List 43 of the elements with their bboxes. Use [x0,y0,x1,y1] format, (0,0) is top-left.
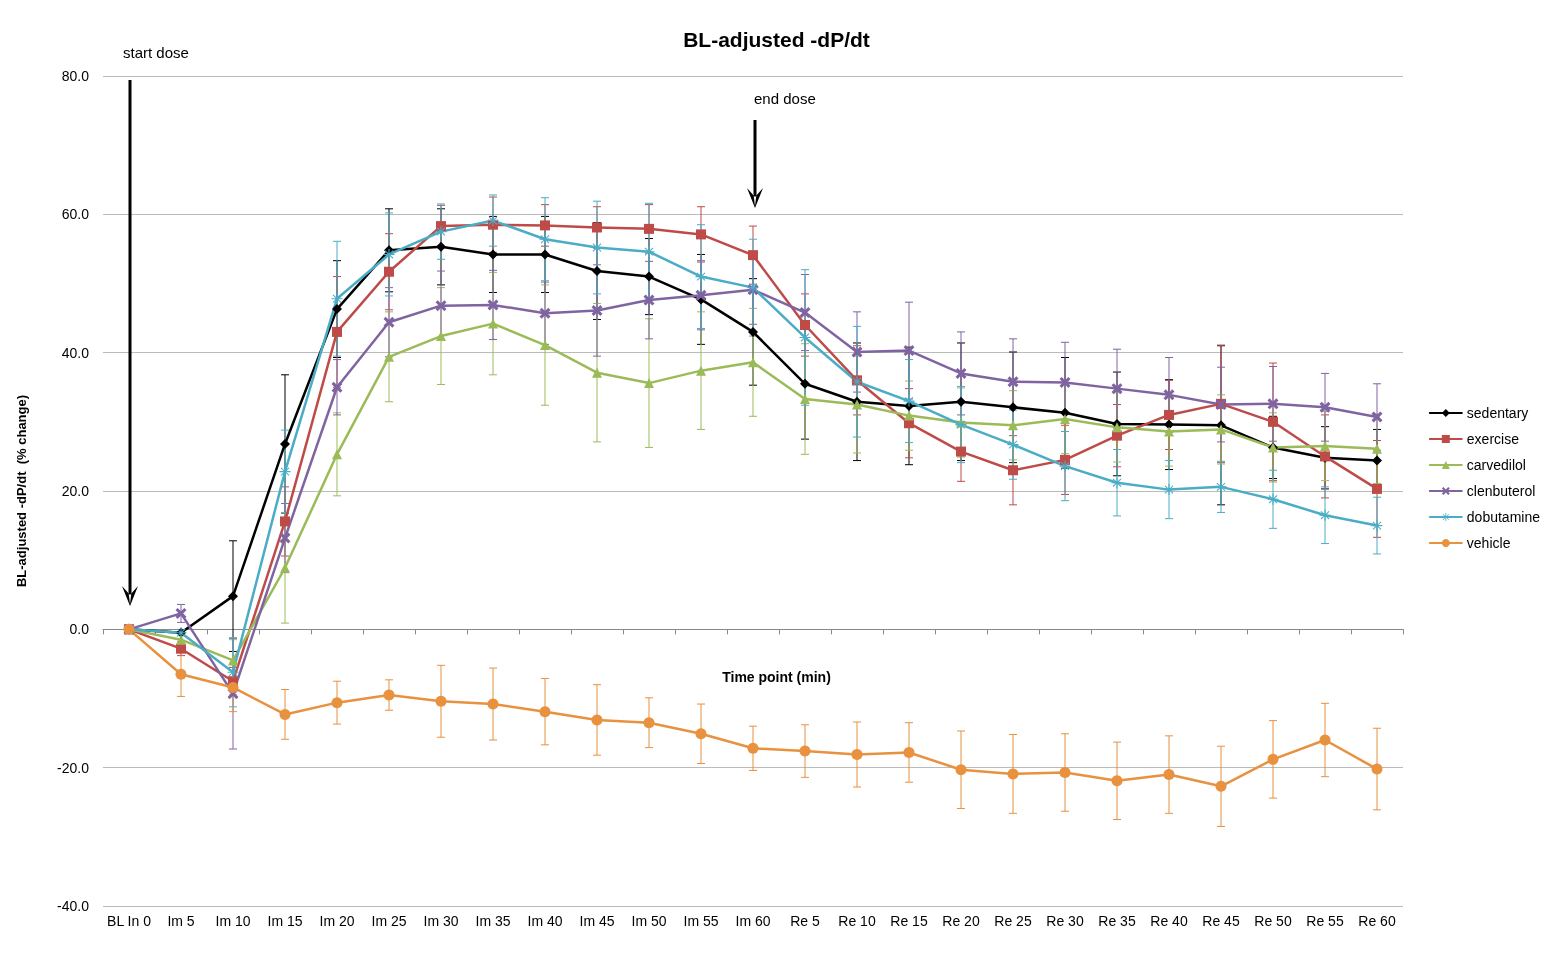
x-tick-label: Re 60 [1358,913,1396,929]
legend-label: sedentary [1466,405,1529,421]
x-tick-label: Re 35 [1098,913,1136,929]
x-tick-label: Re 45 [1202,913,1240,929]
annotation: end dose [754,90,816,107]
x-tick-label: Im 15 [267,913,303,929]
x-tick-label: Im 35 [475,913,511,929]
x-tick-label: Re 15 [890,913,928,929]
y-tick-label: 0.0 [69,621,90,638]
x-tick-label: Im 50 [631,913,667,929]
x-tick-label: Im 60 [735,913,771,929]
x-tick-label: Re 20 [942,913,980,929]
legend-label: vehicle [1466,535,1511,551]
x-tick-label: Re 10 [838,913,876,929]
x-tick-label: BL In 0 [107,913,152,929]
x-tick-label: Re 5 [790,913,820,929]
x-tick-label: Im 20 [319,913,355,929]
x-tick-label: Im 25 [371,913,407,929]
x-tick-label: Re 55 [1306,913,1344,929]
y-tick-label: 20.0 [61,483,90,499]
text: start dose [123,44,189,61]
y-tick-label: -20.0 [57,759,90,776]
x-tick-label: Re 30 [1046,913,1084,929]
x-tick-label: Im 5 [167,913,195,929]
x-tick-label: Im 55 [683,913,719,929]
y-axis-title: BL-adjusted -dP/dt (% change) [14,394,29,588]
x-tick-label: Re 40 [1150,913,1188,929]
x-tick-label: Re 50 [1254,913,1292,929]
legend-label: clenbuterol [1466,483,1536,499]
chart-title: BL-adjusted -dP/dt [683,28,870,51]
x-tick-label: Im 45 [579,913,615,929]
x-tick-label: Im 10 [215,913,251,929]
x-tick-label: Im 40 [527,913,563,929]
legend-label: exercise [1466,431,1520,447]
x-axis-title: Time point (min) [722,669,831,685]
legend-label: carvedilol [1466,457,1526,473]
y-tick-label: 80.0 [61,68,90,84]
y-tick-label: -40.0 [57,898,90,914]
x-tick-label: Im 30 [423,913,459,929]
legend-label: dobutamine [1466,509,1541,525]
y-tick-label: 60.0 [61,206,90,223]
y-tick-label: 40.0 [61,344,90,361]
x-tick-label: Re 25 [994,913,1032,929]
